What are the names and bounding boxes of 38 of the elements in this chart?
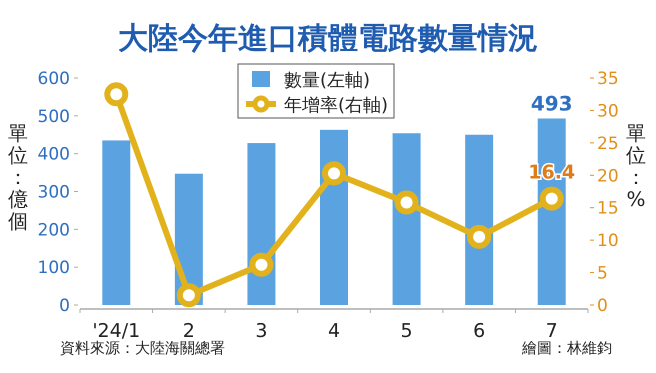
y2-tick-label: 35 <box>597 69 619 89</box>
point <box>104 82 128 106</box>
x-tick-label: 2 <box>182 320 195 342</box>
y-tick-label: 400 <box>38 144 70 165</box>
bar <box>102 140 130 305</box>
legend-label: 數量(左軸) <box>284 70 370 91</box>
y2-tick-label: 20 <box>597 166 619 186</box>
text: 繪圖：林維鈞 <box>521 339 612 357</box>
y2-axis-title: 單位：% <box>626 121 646 211</box>
point <box>540 186 564 211</box>
y2-tick-label: 5 <box>597 264 608 284</box>
x-tick-label: 3 <box>255 320 268 342</box>
y2-tick-label: 15 <box>597 198 619 219</box>
y2-tick-label: 0 <box>597 296 608 316</box>
point <box>322 161 346 186</box>
chart-title: 大陸今年進口積體電路數量情況 <box>118 21 538 56</box>
point <box>467 224 492 249</box>
y2-tick-label: 25 <box>597 134 619 154</box>
legend-label: 年增率(右軸) <box>284 95 388 116</box>
point <box>176 283 201 308</box>
y-tick-label: 200 <box>38 220 70 240</box>
x-tick-label: 7 <box>546 320 558 342</box>
point <box>394 190 419 215</box>
y2-tick-label: 10 <box>597 231 619 252</box>
x-tick-label: '24/1 <box>92 320 140 342</box>
y-tick-label: 100 <box>38 258 70 278</box>
y-axis-title: 單位：億個 <box>8 121 28 233</box>
x-tick-label: 5 <box>400 320 413 342</box>
point <box>249 252 274 277</box>
y-tick-label: 0 <box>59 296 70 316</box>
y-tick-label: 500 <box>38 106 70 127</box>
x-tick-label: 4 <box>328 320 340 342</box>
source-note: 資料來源：大陸海關總署 <box>60 339 225 357</box>
x-tick-label: 6 <box>473 320 486 342</box>
y-tick-label: 600 <box>38 69 70 89</box>
data-label: 493 <box>530 91 573 116</box>
y2-tick-label: 30 <box>597 101 619 122</box>
y-tick-label: 300 <box>38 182 70 202</box>
